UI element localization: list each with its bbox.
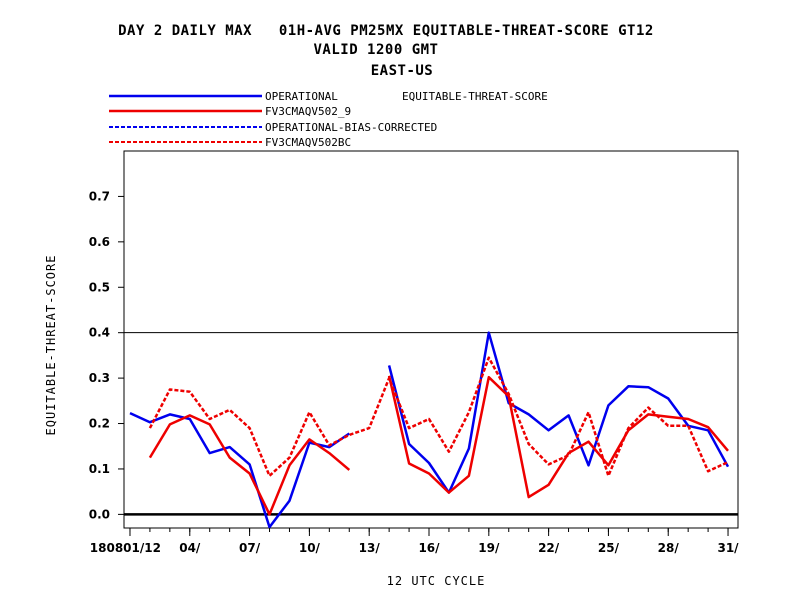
series-line-fv3cmaqv502bc: [148, 356, 729, 478]
y-axis-label: EQUITABLE-THREAT-SCORE: [44, 255, 58, 436]
plot-layer: [124, 331, 738, 529]
series-line-fv3cmaqv502-9: [148, 414, 351, 516]
x-tick-label: 04/: [179, 541, 201, 555]
x-axis-label: 12 UTC CYCLE: [387, 574, 486, 588]
x-tick-label: 07/: [239, 541, 261, 555]
chart-title-line-2: VALID 1200 GMT: [313, 42, 438, 58]
legend-label-fv3cmaqv502-9: FV3CMAQV502_9: [265, 105, 351, 118]
tick-layer: 0.0 0.1 0.2 0.3 0.4 0.5 0.6 0.7 180801/12 04/07/1…: [89, 189, 739, 555]
y-tick-label: 0.5: [89, 280, 110, 294]
y-tick-label: 0.0: [89, 507, 110, 521]
y-tick-label: 0.1: [89, 462, 110, 476]
series-line-operational: [129, 411, 351, 529]
chart-title-line-1: DAY 2 DAILY MAX 01H-AVG PM25MX EQUITABLE…: [118, 23, 654, 39]
legend-label-fv3cmaqv502bc: FV3CMAQV502BC: [265, 136, 351, 149]
legend-label-operational: OPERATIONAL: [265, 90, 338, 103]
x-tick-label: 28/: [658, 541, 680, 555]
x-tick-label: 19/: [478, 541, 500, 555]
legend-label-operational-bias-corrected: OPERATIONAL-BIAS-CORRECTED: [265, 121, 437, 134]
legend: OPERATIONAL EQUITABLE-THREAT-SCORE FV3CM…: [109, 90, 548, 149]
y-tick-label: 0.2: [89, 417, 110, 431]
chart-title-line-3: EAST-US: [371, 63, 434, 79]
y-tick-label: 0.6: [89, 235, 110, 249]
plot-frame: [123, 150, 739, 529]
series-line-fv3cmaqv502-9: [387, 375, 729, 499]
x-tick-label: 13/: [359, 541, 381, 555]
x-tick-label: 10/: [299, 541, 321, 555]
x-tick-label: 180801/12: [90, 541, 161, 555]
x-tick-label: 31/: [717, 541, 739, 555]
y-tick-label: 0.7: [89, 189, 110, 203]
x-tick-label: 16/: [418, 541, 440, 555]
y-tick-label: 0.3: [89, 371, 110, 385]
x-tick-label: 22/: [538, 541, 560, 555]
series-line-operational: [387, 331, 730, 494]
y-tick-label: 0.4: [89, 326, 110, 340]
legend-metric-label: EQUITABLE-THREAT-SCORE: [402, 90, 548, 103]
x-tick-label: 25/: [598, 541, 620, 555]
